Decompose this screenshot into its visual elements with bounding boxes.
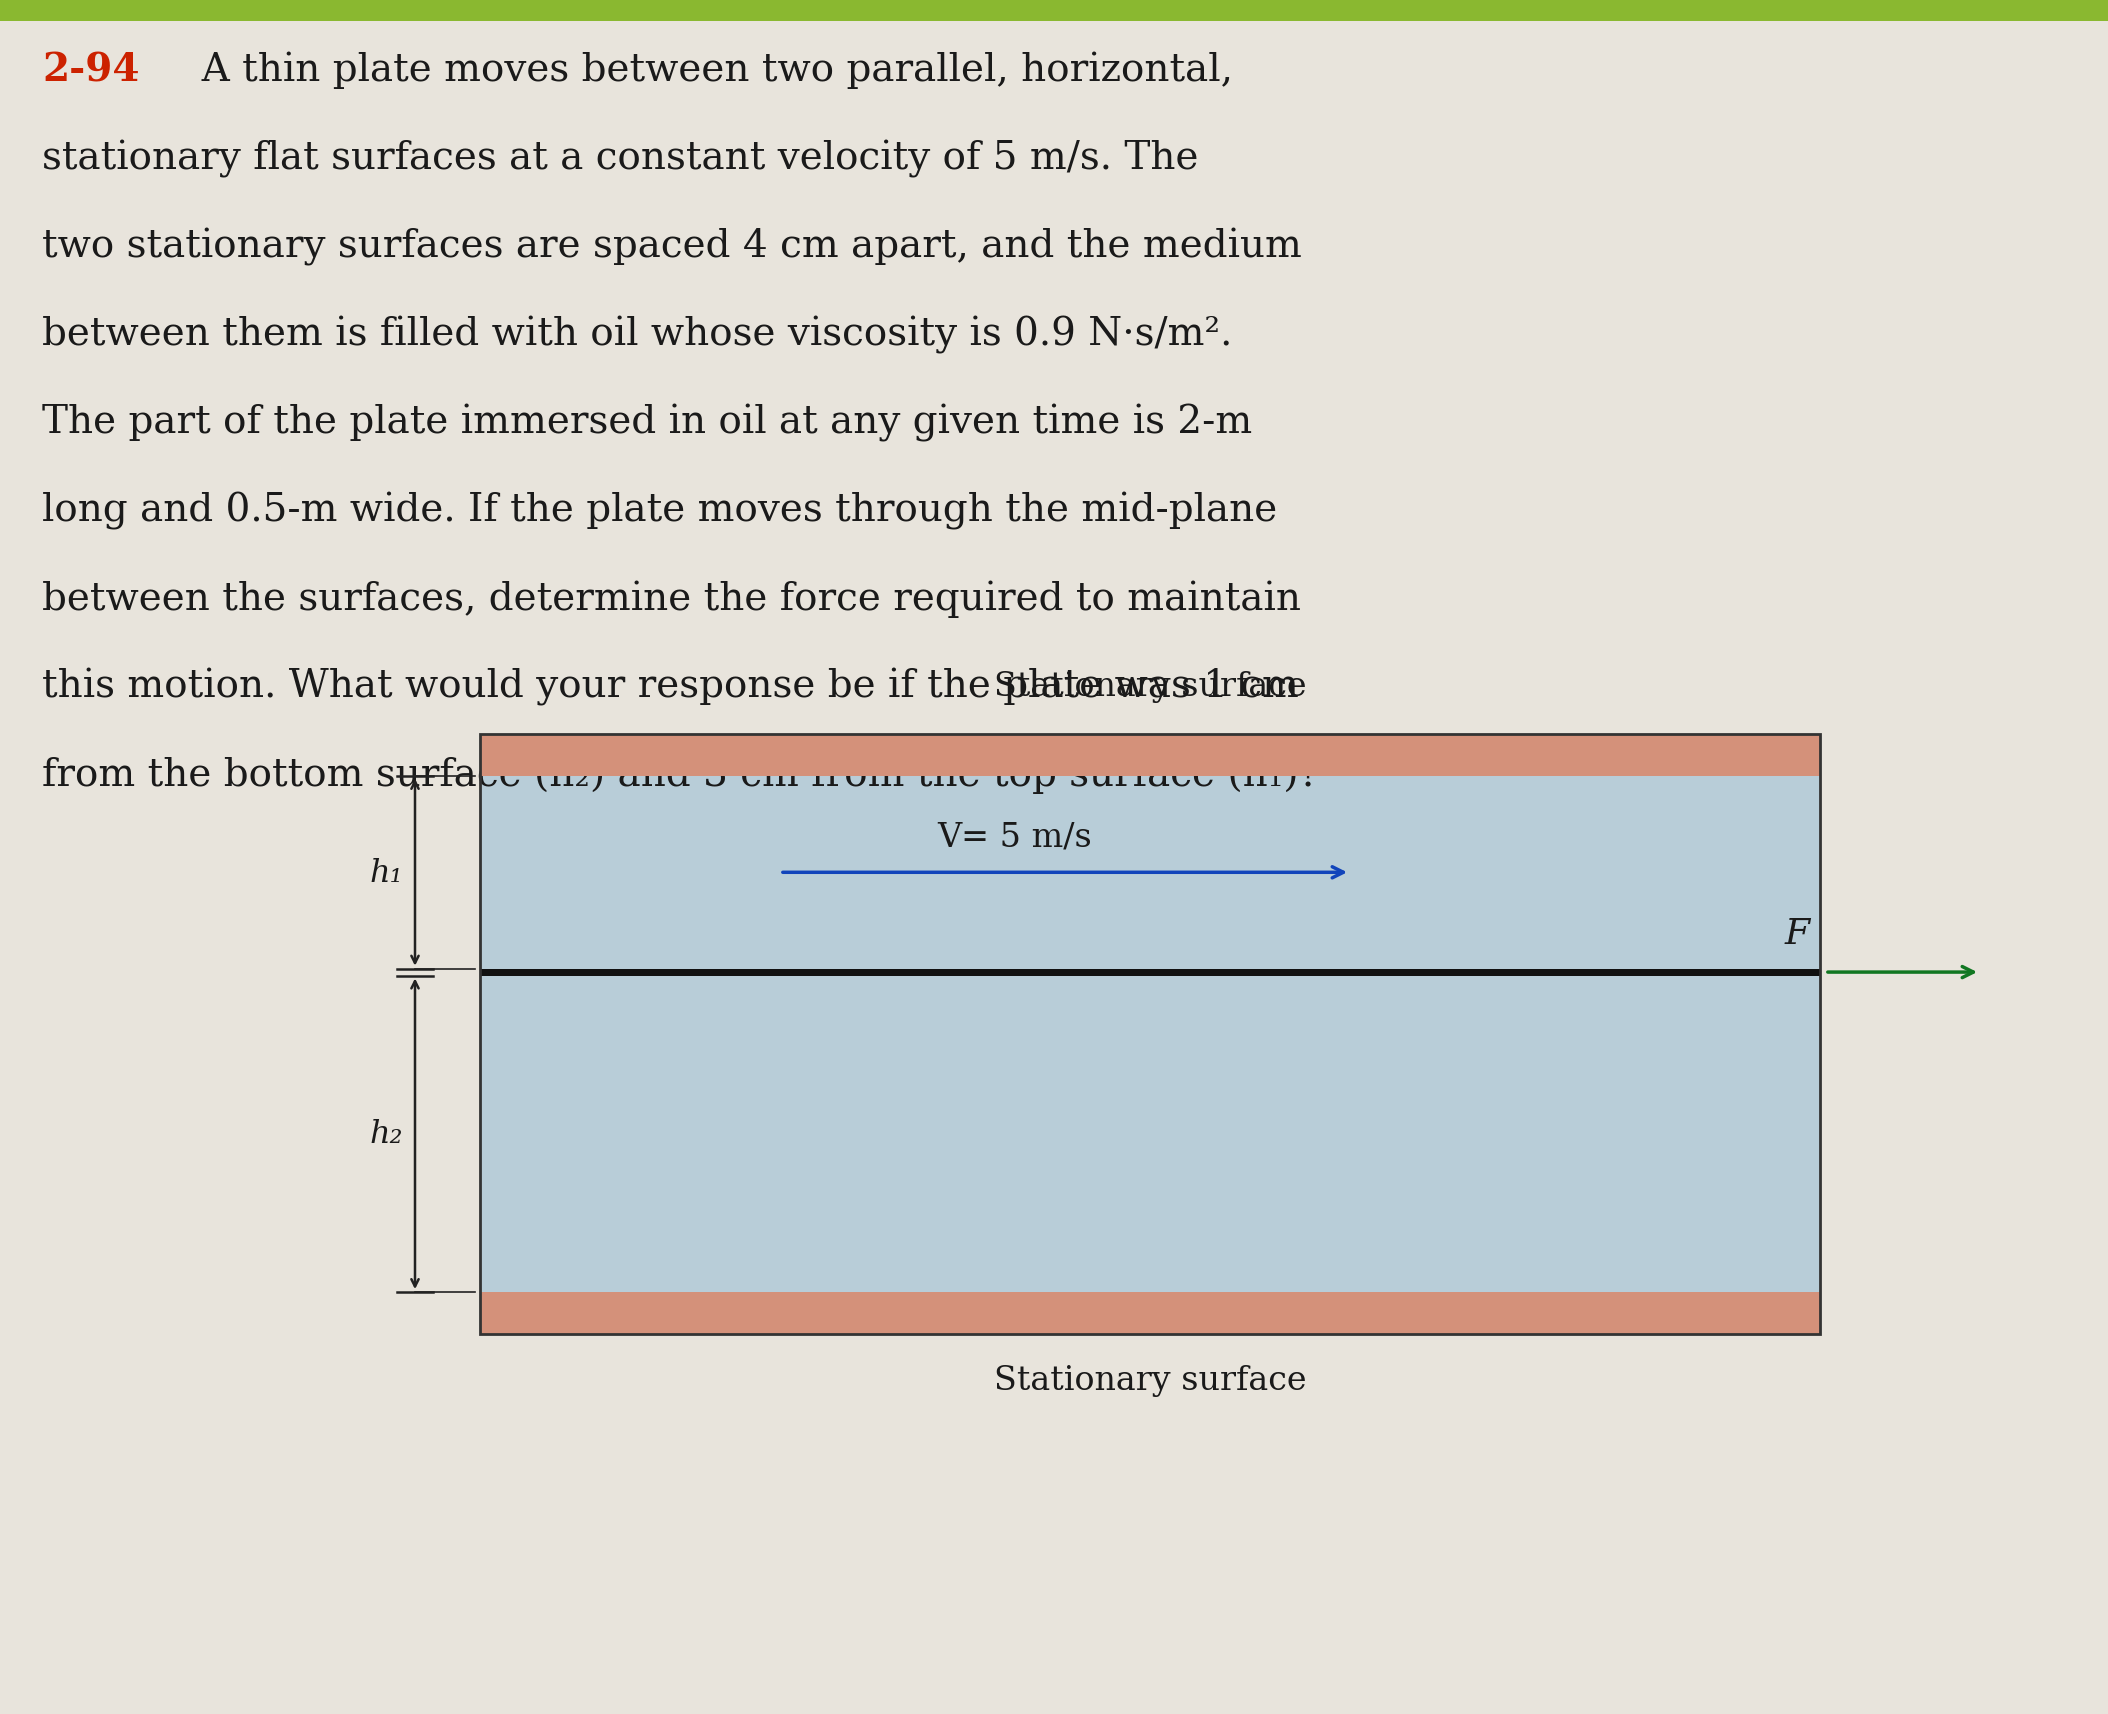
Bar	[481, 735, 1819, 776]
Bar	[481, 776, 1819, 1292]
Text: Stationary surface: Stationary surface	[993, 1364, 1307, 1397]
Text: A thin plate moves between two parallel, horizontal,: A thin plate moves between two parallel,…	[177, 51, 1233, 89]
Text: two stationary surfaces are spaced 4 cm apart, and the medium: two stationary surfaces are spaced 4 cm …	[42, 228, 1303, 266]
Text: this motion. What would your response be if the plate was 1 cm: this motion. What would your response be…	[42, 668, 1299, 706]
Text: F: F	[1785, 917, 1811, 951]
Text: long and 0.5-m wide. If the plate moves through the mid-plane: long and 0.5-m wide. If the plate moves …	[42, 492, 1277, 530]
Text: The part of the plate immersed in oil at any given time is 2-m: The part of the plate immersed in oil at…	[42, 405, 1252, 442]
Bar	[481, 968, 1819, 975]
Text: stationary flat surfaces at a constant velocity of 5 m/s. The: stationary flat surfaces at a constant v…	[42, 141, 1199, 178]
Bar	[0, 0, 2108, 22]
Text: Stationary surface: Stationary surface	[993, 670, 1307, 703]
Text: h₁: h₁	[369, 857, 403, 888]
Bar	[481, 735, 1819, 1333]
Text: h₂: h₂	[369, 1119, 403, 1150]
Text: between the surfaces, determine the force required to maintain: between the surfaces, determine the forc…	[42, 579, 1301, 617]
Bar	[481, 1292, 1819, 1333]
Text: 2-94: 2-94	[42, 51, 139, 89]
Text: from the bottom surface (h₂) and 3 cm from the top surface (h₁)?: from the bottom surface (h₂) and 3 cm fr…	[42, 756, 1320, 794]
Text: V= 5 m/s: V= 5 m/s	[938, 821, 1092, 854]
Text: between them is filled with oil whose viscosity is 0.9 N·s/m².: between them is filled with oil whose vi…	[42, 315, 1233, 353]
